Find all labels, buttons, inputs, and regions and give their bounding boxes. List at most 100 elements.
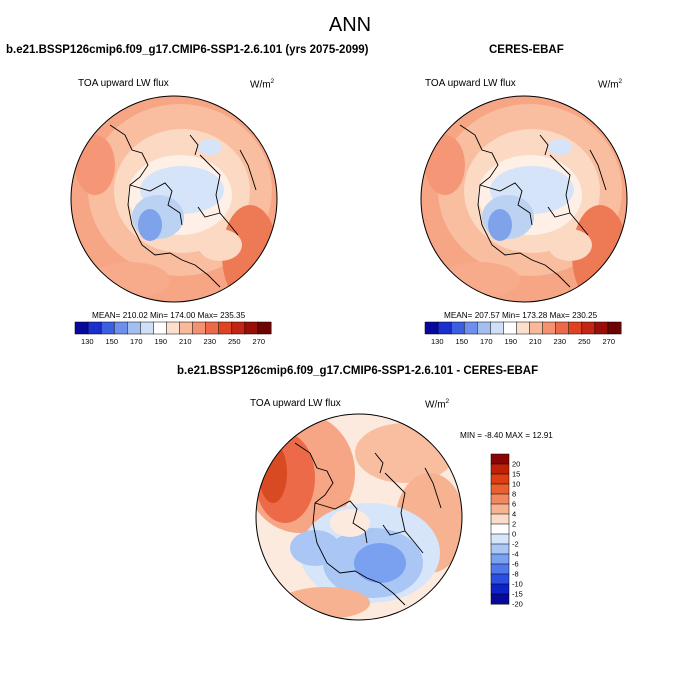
diff-colorbar-swatch [490,543,510,555]
cbar-ref-swatch [424,321,439,335]
cbar-ref-swatch [477,321,491,335]
diff-units-label: W/m2 [425,398,449,410]
diff-colorbar-swatch [490,453,510,465]
diff-panel-title: b.e21.BSSP126cmip6.f09_g17.CMIP6-SSP1-2.… [177,365,539,377]
cbar-test-swatch [100,321,115,335]
colorbar-tick-label: 230 [553,337,567,346]
cbar-ref-swatch [594,321,609,335]
cbar-test-swatch [87,321,102,335]
diff-colorbar-swatch [490,583,510,595]
diff-colorbar-swatch [490,513,510,525]
diff-colorbar-tick-label: 15 [512,469,521,479]
diff-colorbar-swatch [490,573,510,585]
cbar-test-swatch [113,321,128,335]
diff-colorbar-tick-label: -10 [512,579,523,589]
map-ref-outline [420,95,628,303]
ref-panel-title: CERES-EBAF [489,44,564,56]
diff-colorbar-tick-label: 10 [512,479,521,489]
cbar-ref-swatch [490,321,504,335]
test-variable-label: TOA upward LW flux [78,78,169,89]
diff-colorbar-swatch [490,533,510,545]
diff-colorbar-swatch [490,503,510,515]
diff-colorbar-swatch [490,523,510,535]
diff-colorbar-swatch [490,463,510,475]
map-diff-coastline [294,442,442,606]
cbar-test-swatch [244,321,259,335]
diff-colorbar-tick-label: -15 [512,589,523,599]
colorbar-tick-label: 270 [602,337,616,346]
cbar-ref-swatch [607,321,622,335]
ref-colorbar [424,321,622,335]
diff-colorbar-tick-label: 6 [512,499,517,509]
figure-title: ANN [328,14,372,36]
map-test-field [71,96,277,302]
cbar-ref-swatch [516,321,530,335]
test-units-label: W/m2 [250,78,274,90]
diff-variable-label: TOA upward LW flux [250,398,341,409]
diff-colorbar-swatch [490,553,510,565]
test-units-exp: 2 [270,78,275,85]
colorbar-tick-label: 250 [577,337,591,346]
diff-colorbar-swatch [490,563,510,575]
ref-stats: MEAN= 207.57 Min= 173.28 Max= 230.25 [444,311,598,320]
cbar-test-swatch [192,321,207,335]
cbar-test-swatch [231,321,246,335]
diff-colorbar-swatch [490,483,510,495]
test-colorbar-ticks: 130 150 170 190 210 230 250 270 [75,337,271,349]
map-ref-coastline [459,124,607,288]
colorbar-tick-label: 190 [154,337,168,346]
diff-colorbar-tick-label: -20 [512,599,523,609]
diff-colorbar-tick-label: 20 [512,459,521,469]
cbar-test-swatch [74,321,89,335]
cbar-ref-swatch [568,321,583,335]
diff-colorbar-swatch [490,473,510,485]
cbar-ref-swatch [463,321,478,335]
ref-units-exp: 2 [618,78,623,85]
cbar-test-swatch [205,321,220,335]
cbar-test-swatch [218,321,233,335]
diff-polar-map [255,413,463,621]
colorbar-tick-label: 130 [80,337,94,346]
map-test-coastline [109,124,257,288]
test-panel-title: b.e21.BSSP126cmip6.f09_g17.CMIP6-SSP1-2.… [6,44,369,56]
diff-colorbar-tick-label: -6 [512,559,519,569]
cbar-ref-swatch [555,321,570,335]
cbar-test-swatch [179,321,194,335]
test-units-base: W/m [250,79,271,91]
cbar-ref-swatch [581,321,596,335]
diff-colorbar-tick-label: 4 [512,509,517,519]
ref-units-label: W/m2 [598,78,622,90]
cbar-test-swatch [166,321,180,335]
diff-colorbar-tick-label: -2 [512,539,519,549]
cbar-ref-swatch [437,321,452,335]
ref-variable-label: TOA upward LW flux [425,78,516,89]
test-colorbar [74,321,272,335]
diff-colorbar-swatch [490,593,510,605]
cbar-ref-swatch [542,321,557,335]
diff-colorbar-ticks: 20 15 10 8 6 4 2 0 -2 -4 -6 -8 -10 -15 -20 [512,454,542,614]
cbar-test-swatch [140,321,154,335]
diff-colorbar-tick-label: 8 [512,489,517,499]
colorbar-tick-label: 270 [252,337,266,346]
colorbar-tick-label: 210 [528,337,542,346]
diff-units-base: W/m [425,399,446,411]
ref-colorbar-ticks: 130 150 170 190 210 230 250 270 [425,337,621,349]
colorbar-tick-label: 230 [203,337,217,346]
map-diff-outline [255,413,463,621]
colorbar-tick-label: 130 [430,337,444,346]
test-polar-map [70,95,278,303]
colorbar-tick-label: 150 [455,337,469,346]
colorbar-tick-label: 210 [178,337,192,346]
ref-polar-map [420,95,628,303]
cbar-test-swatch [127,321,141,335]
cbar-test-swatch [257,321,272,335]
cbar-test-swatch [153,321,167,335]
cbar-ref-swatch [503,321,517,335]
diff-colorbar-tick-label: 2 [512,519,517,529]
map-test-outline [70,95,278,303]
colorbar-tick-label: 250 [227,337,241,346]
diff-colorbar-tick-label: -4 [512,549,519,559]
cbar-ref-swatch [529,321,544,335]
diff-units-exp: 2 [445,398,450,405]
colorbar-tick-label: 150 [105,337,119,346]
